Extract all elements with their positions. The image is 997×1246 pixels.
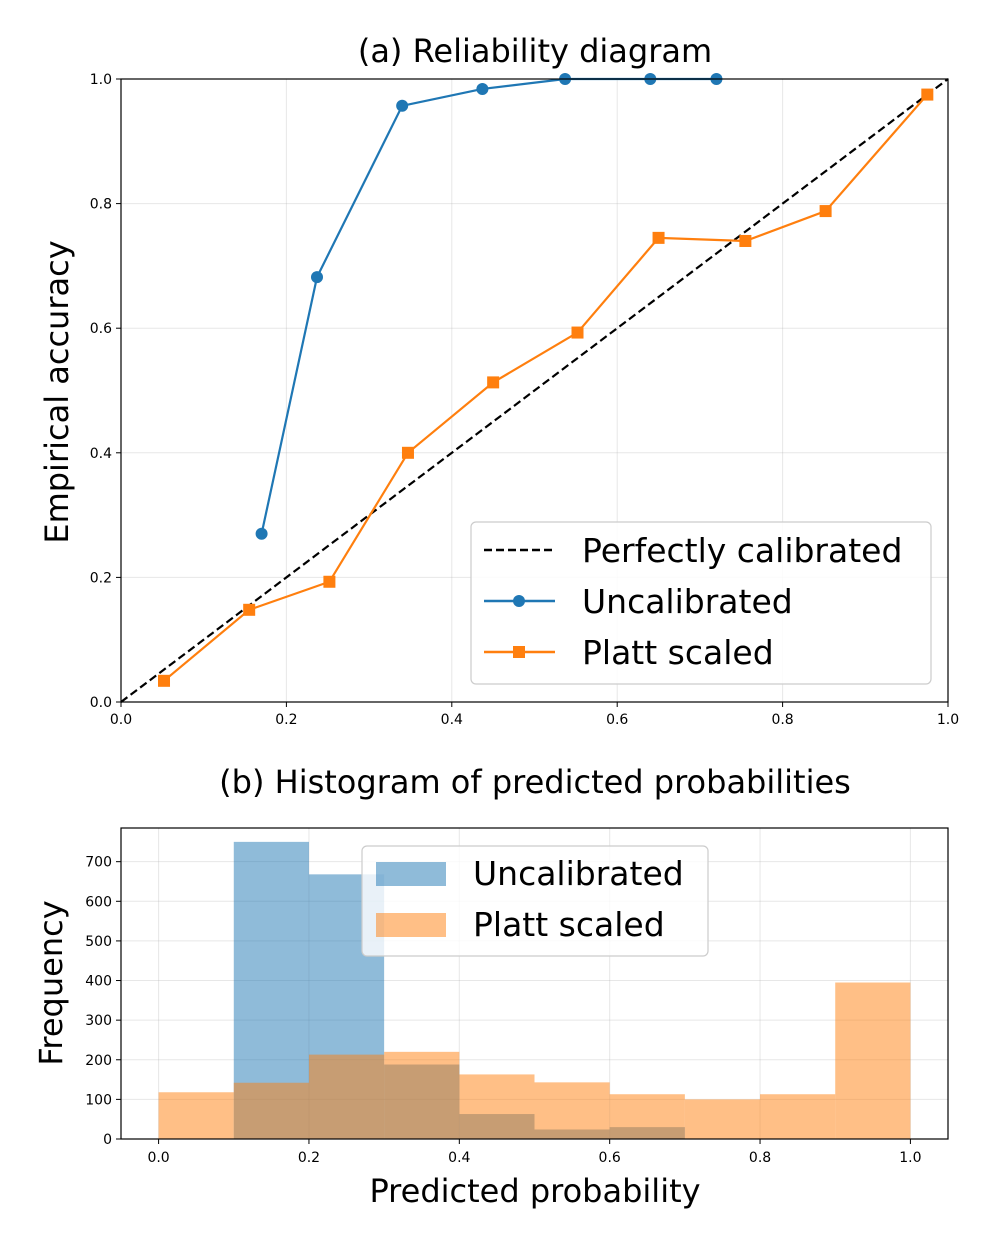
platt-scaled-bar <box>384 1051 460 1139</box>
platt-scaled-point <box>487 376 500 389</box>
platt-scaled-bar <box>835 982 911 1139</box>
platt-scaled-bar <box>459 1074 535 1139</box>
platt-scaled-point <box>921 88 934 101</box>
histogram-panel: (b) Histogram of predicted probabilities… <box>32 763 949 1210</box>
platt-scaled-point <box>571 326 584 339</box>
legend-uncalibrated-marker <box>513 595 525 607</box>
histogram-legend: Uncalibrated Platt scaled <box>361 845 709 957</box>
uncalibrated-line <box>260 77 717 535</box>
uncalibrated-point <box>476 82 489 95</box>
histogram-legend-box <box>361 845 709 957</box>
x-tick-label: 1.0 <box>899 1150 921 1166</box>
reliability-y-axis-label: Empirical accuracy <box>38 240 76 543</box>
x-tick-label: 0.6 <box>606 712 628 728</box>
y-tick-label: 700 <box>85 855 112 871</box>
legend-platt-marker <box>513 646 525 658</box>
legend-hist-platt-swatch <box>376 913 446 937</box>
reliability-x-ticks: 0.0 0.2 0.4 0.6 0.8 1.0 <box>110 702 959 728</box>
histogram-y-ticks: 0 100 200 300 400 500 600 700 <box>85 855 121 1148</box>
x-tick-label: 0.0 <box>147 1150 169 1166</box>
reliability-y-ticks: 0.0 0.2 0.4 0.6 0.8 1.0 <box>90 72 121 711</box>
perfectly-calibrated-line <box>120 78 949 703</box>
platt-scaled-point <box>819 205 832 218</box>
y-tick-label: 0.6 <box>90 321 112 337</box>
reliability-legend-box <box>470 521 932 685</box>
legend-platt-label: Platt scaled <box>582 633 774 672</box>
y-tick-label: 200 <box>85 1053 112 1069</box>
uncalibrated-point <box>255 527 268 540</box>
platt-scaled-bar <box>684 1099 761 1139</box>
y-tick-label: 1.0 <box>90 72 112 88</box>
y-tick-label: 0.8 <box>90 197 112 213</box>
x-tick-label: 0.6 <box>599 1150 621 1166</box>
y-tick-label: 0.4 <box>90 446 112 462</box>
platt-scaled-bar <box>760 1094 836 1139</box>
platt-scaled-line <box>163 93 929 682</box>
platt-scaled-point <box>739 234 752 247</box>
x-tick-label: 0.2 <box>298 1150 320 1166</box>
y-tick-label: 300 <box>85 1013 112 1029</box>
y-tick-label: 0.2 <box>90 570 112 586</box>
histogram-axes-frame <box>120 827 949 1140</box>
y-tick-label: 100 <box>85 1092 112 1108</box>
y-tick-label: 600 <box>85 894 112 910</box>
histogram-x-ticks: 0.0 0.2 0.4 0.6 0.8 1.0 <box>147 1139 922 1166</box>
platt-scaled-point <box>323 575 336 588</box>
platt-scaled-point <box>158 674 171 687</box>
x-tick-label: 0.4 <box>441 712 463 728</box>
histogram-title: (b) Histogram of predicted probabilities <box>219 763 851 801</box>
platt-scaled-bar <box>609 1094 685 1139</box>
y-tick-label: 0 <box>103 1132 112 1148</box>
histogram-x-axis-label: Predicted probability <box>369 1172 700 1210</box>
platt-scaled-point <box>243 603 256 616</box>
reliability-legend: Perfectly calibrated Uncalibrated Platt … <box>470 521 932 685</box>
y-tick-label: 400 <box>85 974 112 990</box>
reliability-axes-frame <box>120 78 949 703</box>
reliability-title: (a) Reliability diagram <box>358 32 712 70</box>
platt-scaled-point <box>652 231 665 244</box>
legend-perfect-label: Perfectly calibrated <box>582 531 902 570</box>
y-tick-label: 0.0 <box>90 695 112 711</box>
platt-scaled-bar <box>308 1054 385 1139</box>
legend-hist-uncalibrated-swatch <box>376 862 446 886</box>
histogram-plot-area <box>158 841 911 1139</box>
platt-scaled-bar <box>233 1082 309 1139</box>
platt-scaled-bar <box>534 1082 610 1139</box>
legend-hist-platt-label: Platt scaled <box>473 905 665 944</box>
histogram-y-axis-label: Frequency <box>32 900 70 1065</box>
x-tick-label: 0.0 <box>110 712 132 728</box>
uncalibrated-point <box>310 271 323 284</box>
platt-scaled-bar <box>158 1092 234 1139</box>
legend-uncalibrated-label: Uncalibrated <box>582 582 793 621</box>
x-tick-label: 0.8 <box>771 712 793 728</box>
x-tick-label: 0.8 <box>749 1150 771 1166</box>
uncalibrated-point <box>396 99 409 112</box>
x-tick-label: 0.2 <box>275 712 297 728</box>
platt-scaled-point <box>401 446 414 459</box>
legend-hist-uncalibrated-label: Uncalibrated <box>473 854 684 893</box>
x-tick-label: 1.0 <box>937 712 959 728</box>
x-tick-label: 0.4 <box>448 1150 470 1166</box>
y-tick-label: 500 <box>85 934 112 950</box>
reliability-diagram-panel: (a) Reliability diagram 0.0 0.2 0.4 0.6 0.8 1… <box>38 32 959 728</box>
